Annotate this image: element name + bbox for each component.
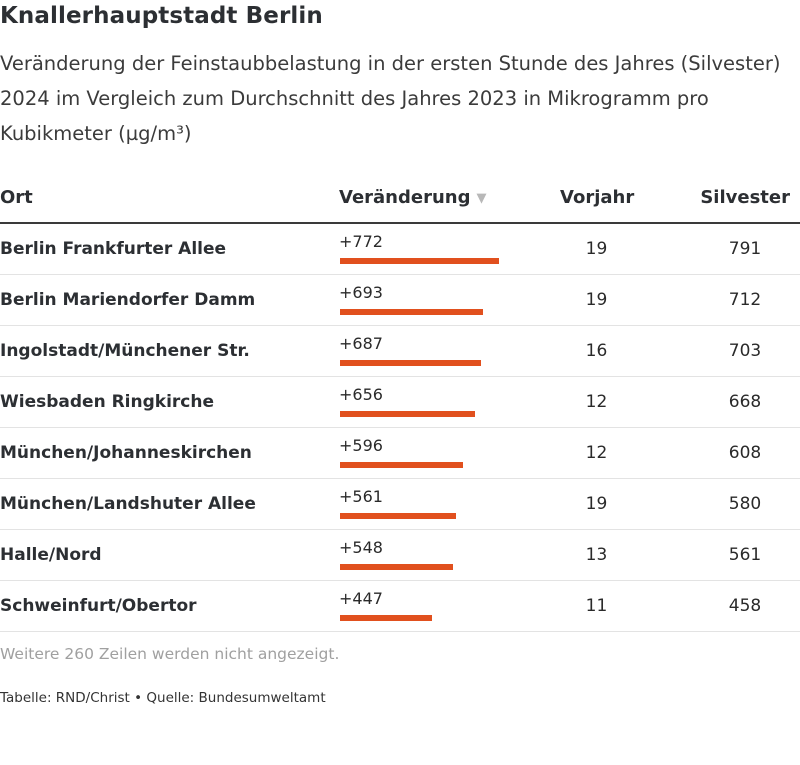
cell-silv: 458 — [728, 596, 762, 616]
source-footer: Tabelle: RND/Christ • Quelle: Bundesumwe… — [0, 690, 326, 706]
cell-ort: München/Johanneskirchen — [0, 443, 252, 463]
cell-silv: 703 — [728, 341, 762, 361]
cell-ort: Ingolstadt/Münchener Str. — [0, 341, 250, 361]
chart-title: Knallerhauptstadt Berlin — [0, 3, 323, 29]
cell-prev: 11 — [585, 596, 608, 616]
more-rows-note: Weitere 260 Zeilen werden nicht angezeig… — [0, 645, 340, 663]
table-header: Ort Veränderung ▼ Vorjahr Silvester — [0, 176, 800, 224]
cell-prev: 16 — [585, 341, 608, 361]
change-bar — [340, 564, 453, 570]
change-bar — [340, 309, 483, 315]
change-bar — [340, 462, 463, 468]
cell-change: +687 — [339, 334, 519, 370]
cell-silv: 712 — [728, 290, 762, 310]
sort-descending-icon: ▼ — [476, 191, 487, 206]
table-row: Ingolstadt/Münchener Str. +687 16 703 — [0, 326, 800, 377]
table-body: Berlin Frankfurter Allee +772 19 791 Berlin … — [0, 224, 800, 632]
cell-silv: 561 — [728, 545, 762, 565]
table-row: München/Landshuter Allee +561 19 580 — [0, 479, 800, 530]
cell-ort: Schweinfurt/Obertor — [0, 596, 197, 616]
change-bar — [340, 411, 475, 417]
cell-silv: 580 — [728, 494, 762, 514]
cell-prev: 19 — [585, 239, 608, 259]
table-row: Schweinfurt/Obertor +447 11 458 — [0, 581, 800, 632]
cell-prev: 19 — [585, 290, 608, 310]
column-header-prev[interactable]: Vorjahr — [560, 187, 634, 208]
cell-prev: 13 — [585, 545, 608, 565]
table-row: Berlin Mariendorfer Damm +693 19 712 — [0, 275, 800, 326]
change-label: +693 — [339, 283, 383, 302]
cell-change: +447 — [339, 589, 519, 625]
change-label: +447 — [339, 589, 383, 608]
table-row: Berlin Frankfurter Allee +772 19 791 — [0, 224, 800, 275]
column-header-prev-label: Vorjahr — [560, 187, 635, 208]
table-row: Wiesbaden Ringkirche +656 12 668 — [0, 377, 800, 428]
cell-prev: 12 — [585, 443, 608, 463]
chart-subtitle: Veränderung der Feinstaubbelastung in de… — [0, 52, 781, 145]
table-row: Halle/Nord +548 13 561 — [0, 530, 800, 581]
change-bar — [340, 360, 481, 366]
column-header-change[interactable]: Veränderung ▼ — [339, 187, 486, 208]
change-bar — [340, 615, 432, 621]
cell-silv: 791 — [728, 239, 762, 259]
cell-ort: München/Landshuter Allee — [0, 494, 256, 514]
cell-ort: Berlin Mariendorfer Damm — [0, 290, 256, 310]
cell-prev: 12 — [585, 392, 608, 412]
column-header-silv[interactable]: Silvester — [700, 187, 790, 208]
column-header-ort-label: Ort — [0, 187, 33, 208]
cell-change: +772 — [339, 232, 519, 268]
cell-change: +548 — [339, 538, 519, 574]
column-header-silv-label: Silvester — [700, 187, 790, 208]
cell-change: +693 — [339, 283, 519, 319]
change-label: +656 — [339, 385, 383, 404]
cell-prev: 19 — [585, 494, 608, 514]
change-label: +687 — [339, 334, 383, 353]
change-bar — [340, 513, 456, 519]
change-label: +596 — [339, 436, 383, 455]
cell-ort: Halle/Nord — [0, 545, 102, 565]
change-label: +548 — [339, 538, 383, 557]
change-label: +772 — [339, 232, 383, 251]
cell-silv: 608 — [728, 443, 762, 463]
column-header-change-label: Veränderung — [339, 187, 471, 208]
change-bar — [340, 258, 499, 264]
change-label: +561 — [339, 487, 383, 506]
cell-change: +561 — [339, 487, 519, 523]
data-table: Ort Veränderung ▼ Vorjahr Silvester Berli… — [0, 176, 800, 632]
cell-ort: Berlin Frankfurter Allee — [0, 239, 227, 259]
cell-change: +656 — [339, 385, 519, 421]
cell-silv: 668 — [728, 392, 762, 412]
cell-change: +596 — [339, 436, 519, 472]
column-header-ort[interactable]: Ort — [0, 187, 33, 208]
table-row: München/Johanneskirchen +596 12 608 — [0, 428, 800, 479]
cell-ort: Wiesbaden Ringkirche — [0, 392, 215, 412]
